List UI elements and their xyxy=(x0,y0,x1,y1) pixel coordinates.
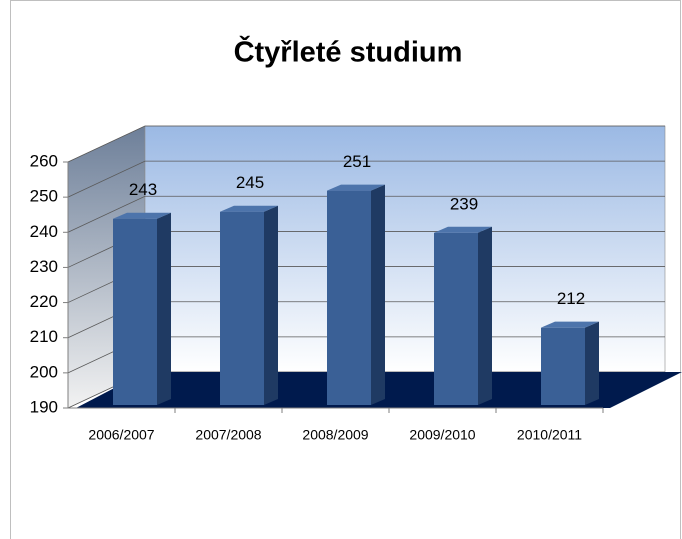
data-label: 251 xyxy=(343,152,371,171)
bar-top xyxy=(113,212,171,219)
grid-line xyxy=(67,160,665,198)
y-tick-label: 250 xyxy=(30,187,58,206)
plot-area: 190 200 210 220 230 240 250 260 2006/2007 243 2007… xyxy=(30,125,682,443)
bar xyxy=(327,190,371,405)
y-tick-label: 200 xyxy=(30,362,58,381)
data-label: 239 xyxy=(450,194,478,213)
data-label: 243 xyxy=(129,180,157,199)
chart-title: Čtyřleté studium xyxy=(234,35,463,69)
bar xyxy=(113,218,157,405)
data-label: 245 xyxy=(236,173,264,192)
x-tick-label: 2010/2011 xyxy=(517,427,582,443)
x-tick-label: 2009/2010 xyxy=(409,427,475,443)
bar-side xyxy=(157,212,171,405)
bar xyxy=(220,211,264,405)
grid-line xyxy=(67,125,665,163)
bar-side xyxy=(585,321,599,405)
y-tick-label: 220 xyxy=(30,292,58,311)
y-tick-label: 210 xyxy=(30,327,58,346)
data-label: 212 xyxy=(557,289,585,308)
bar xyxy=(541,327,585,405)
x-tick-label: 2006/2007 xyxy=(88,427,154,443)
x-tick-label: 2008/2009 xyxy=(302,427,368,443)
bar-side xyxy=(478,226,492,405)
bar-side xyxy=(371,184,385,405)
y-tick-label: 240 xyxy=(30,222,58,241)
bar-top xyxy=(220,205,278,212)
bar xyxy=(434,232,478,405)
bar-top xyxy=(327,184,385,191)
bar-top xyxy=(434,226,492,233)
grid-line xyxy=(67,195,665,233)
y-tick-label: 230 xyxy=(30,257,58,276)
y-tick-label: 260 xyxy=(30,151,58,170)
y-tick-label: 190 xyxy=(30,397,58,416)
bar-top xyxy=(541,321,599,328)
x-tick-label: 2007/2008 xyxy=(195,427,261,443)
bar-side xyxy=(264,205,278,405)
